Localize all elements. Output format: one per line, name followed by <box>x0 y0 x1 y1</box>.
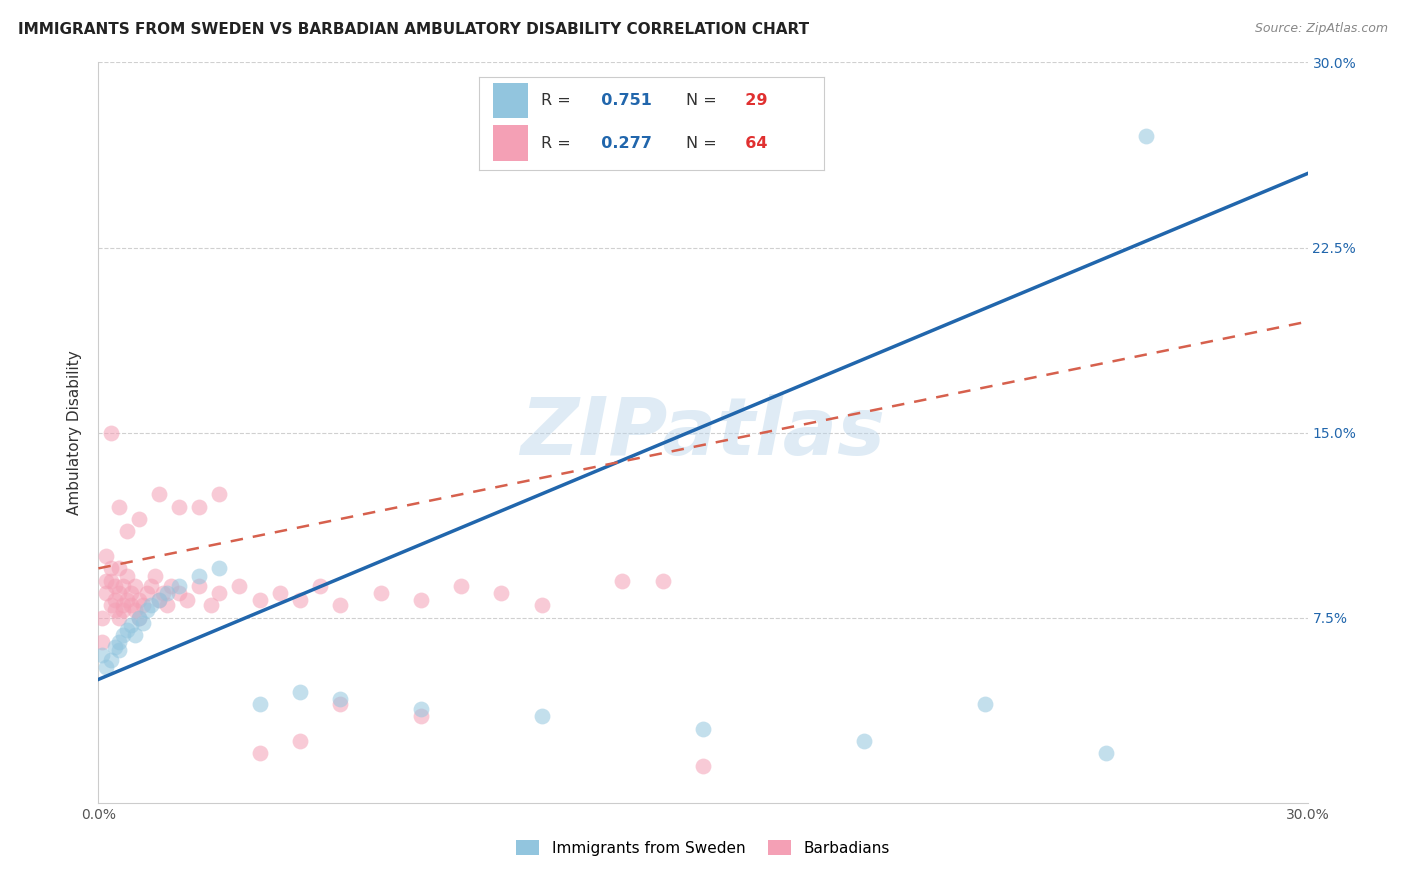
Point <box>249 747 271 761</box>
Point <box>132 599 155 613</box>
Point <box>288 734 311 748</box>
Point <box>91 635 114 649</box>
Legend: Immigrants from Sweden, Barbadians: Immigrants from Sweden, Barbadians <box>510 834 896 862</box>
Point <box>128 593 150 607</box>
Point <box>692 758 714 772</box>
Point <box>188 579 211 593</box>
Point <box>135 603 157 617</box>
Point <box>1135 129 1157 144</box>
Point <box>491 586 513 600</box>
Point <box>111 579 134 593</box>
Point <box>115 568 138 582</box>
Point <box>111 603 134 617</box>
Point <box>409 709 432 723</box>
Point <box>1095 747 1118 761</box>
Point <box>160 579 183 593</box>
Point <box>139 599 162 613</box>
Point <box>111 628 134 642</box>
Point <box>100 425 122 440</box>
Point <box>128 610 150 624</box>
Point <box>288 593 311 607</box>
Point <box>208 586 231 600</box>
Point <box>96 549 118 563</box>
Point <box>651 574 673 588</box>
Point <box>124 628 146 642</box>
Point <box>409 702 432 716</box>
Point <box>103 593 125 607</box>
Point <box>124 579 146 593</box>
Point <box>167 579 190 593</box>
Point <box>249 697 271 711</box>
Point <box>120 586 142 600</box>
Point <box>167 586 190 600</box>
Point <box>269 586 291 600</box>
Point <box>111 599 134 613</box>
Point <box>309 579 332 593</box>
Point <box>96 586 118 600</box>
Point <box>176 593 198 607</box>
Point <box>120 599 142 613</box>
Point <box>107 635 129 649</box>
Point <box>167 500 190 514</box>
Point <box>107 610 129 624</box>
Point <box>692 722 714 736</box>
Point <box>450 579 472 593</box>
Point <box>100 599 122 613</box>
Point <box>288 685 311 699</box>
Point <box>120 618 142 632</box>
Point <box>329 697 352 711</box>
Point <box>148 487 170 501</box>
Y-axis label: Ambulatory Disability: Ambulatory Disability <box>67 351 83 515</box>
Point <box>208 487 231 501</box>
Point <box>853 734 876 748</box>
Point <box>107 642 129 657</box>
Point <box>107 561 129 575</box>
Point <box>96 574 118 588</box>
Point <box>156 599 179 613</box>
Point <box>612 574 634 588</box>
Point <box>100 574 122 588</box>
Point <box>139 579 162 593</box>
Point <box>409 593 432 607</box>
Point <box>530 599 553 613</box>
Point <box>148 593 170 607</box>
Point <box>132 615 155 630</box>
Point <box>128 610 150 624</box>
Point <box>91 610 114 624</box>
Point <box>143 568 166 582</box>
Point <box>200 599 222 613</box>
Point <box>100 653 122 667</box>
Point <box>107 586 129 600</box>
Point <box>370 586 392 600</box>
Point <box>128 512 150 526</box>
Point <box>188 500 211 514</box>
Text: Source: ZipAtlas.com: Source: ZipAtlas.com <box>1254 22 1388 36</box>
Point <box>329 692 352 706</box>
Point <box>103 579 125 593</box>
Point <box>135 586 157 600</box>
Point <box>148 593 170 607</box>
Point <box>96 660 118 674</box>
Point <box>115 623 138 637</box>
Point <box>124 603 146 617</box>
Point <box>188 568 211 582</box>
Point <box>91 648 114 662</box>
Point <box>530 709 553 723</box>
Point <box>228 579 250 593</box>
Point <box>115 593 138 607</box>
Point <box>208 561 231 575</box>
Point <box>115 524 138 539</box>
Text: IMMIGRANTS FROM SWEDEN VS BARBADIAN AMBULATORY DISABILITY CORRELATION CHART: IMMIGRANTS FROM SWEDEN VS BARBADIAN AMBU… <box>18 22 810 37</box>
Point <box>100 561 122 575</box>
Point <box>249 593 271 607</box>
Point <box>329 599 352 613</box>
Point <box>156 586 179 600</box>
Point <box>103 603 125 617</box>
Text: ZIPatlas: ZIPatlas <box>520 393 886 472</box>
Point <box>103 640 125 655</box>
Point <box>107 500 129 514</box>
Point <box>974 697 997 711</box>
Point <box>152 586 174 600</box>
